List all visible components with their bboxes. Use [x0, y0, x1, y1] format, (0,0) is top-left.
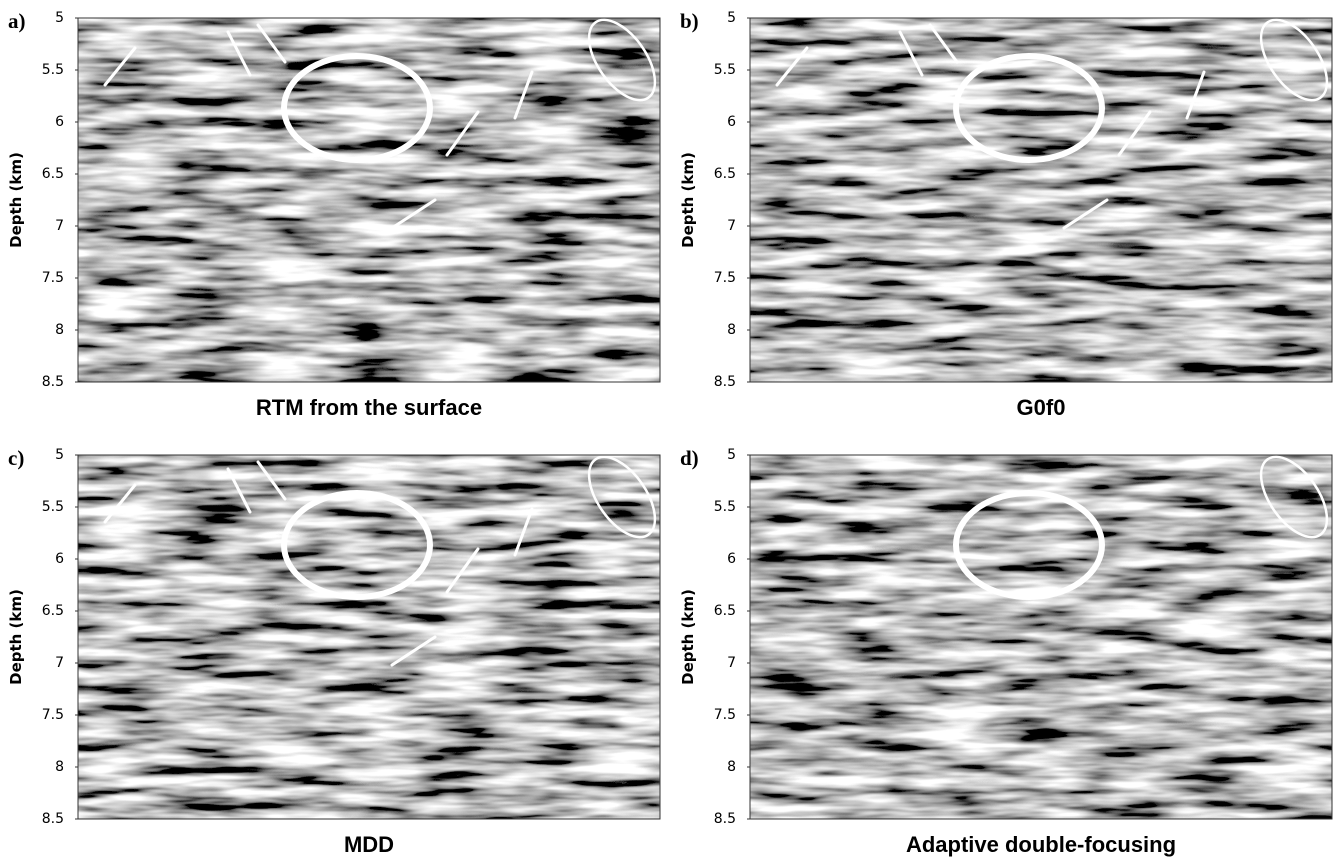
y-axis-label: Depth (km)	[679, 152, 697, 248]
y-tick-label: 8	[55, 322, 64, 338]
panel-label: a)	[8, 9, 26, 33]
annotation-dash	[390, 198, 437, 230]
y-tick-label: 7	[727, 218, 736, 234]
highlight-ellipse	[281, 490, 433, 600]
highlight-ellipse	[953, 490, 1105, 600]
y-tick-label: 8	[727, 759, 736, 775]
annotation-dash	[390, 635, 437, 667]
y-tick-label: 7.5	[42, 270, 64, 286]
y-tick-label: 6.5	[714, 603, 736, 619]
y-tick-label: 6.5	[714, 166, 736, 182]
y-tick-label: 5.5	[42, 62, 64, 78]
y-axis-label: Depth (km)	[7, 152, 25, 248]
panel-caption: MDD	[344, 832, 394, 857]
y-tick-label: 6	[727, 114, 736, 130]
y-tick-label: 5.5	[714, 62, 736, 78]
seismic-image	[78, 18, 660, 382]
y-tick-label: 5	[727, 10, 736, 26]
annotation-dash	[445, 547, 480, 594]
highlight-ellipse	[953, 53, 1105, 163]
annotation-dash	[103, 483, 137, 524]
image-frame	[77, 17, 661, 383]
image-frame	[749, 454, 1333, 820]
annotation-dash	[256, 23, 287, 64]
annotation-dash	[928, 23, 959, 64]
panel-label: b)	[680, 9, 699, 33]
annotation-dash	[898, 30, 924, 77]
annotation-dash	[1185, 70, 1206, 120]
y-tick-label: 6	[55, 114, 64, 130]
seismic-image	[750, 18, 1332, 382]
y-tick-label: 8.5	[42, 811, 64, 827]
annotation-dash	[513, 70, 534, 120]
y-tick-label: 7.5	[42, 707, 64, 723]
y-tick-label: 5	[727, 447, 736, 463]
y-tick-label: 5.5	[42, 499, 64, 515]
y-tick-label: 5.5	[714, 499, 736, 515]
annotation-dash	[1117, 110, 1152, 157]
highlight-ellipse	[1259, 455, 1329, 539]
y-tick-label: 8.5	[42, 374, 64, 390]
y-tick-label: 5	[55, 10, 64, 26]
panel-label: d)	[680, 446, 699, 470]
y-tick-label: 7	[55, 655, 64, 671]
panel-caption: RTM from the surface	[256, 395, 482, 420]
panel-caption: G0f0	[1017, 395, 1066, 420]
y-axis-label: Depth (km)	[7, 589, 25, 685]
annotation-dash	[445, 110, 480, 157]
y-tick-label: 8	[55, 759, 64, 775]
y-tick-label: 7.5	[714, 270, 736, 286]
annotation-dash	[1062, 198, 1109, 230]
annotation-dash	[103, 46, 137, 87]
y-tick-label: 5	[55, 447, 64, 463]
annotation-dash	[513, 507, 534, 557]
y-tick-label: 8.5	[714, 811, 736, 827]
annotation-dash	[226, 30, 252, 77]
y-tick-label: 7.5	[714, 707, 736, 723]
image-frame	[749, 17, 1333, 383]
y-tick-label: 6.5	[42, 166, 64, 182]
highlight-ellipse	[587, 18, 657, 102]
y-tick-label: 7	[727, 655, 736, 671]
y-tick-label: 6	[55, 551, 64, 567]
panel-label: c)	[8, 446, 24, 470]
seismic-image	[78, 455, 660, 819]
y-tick-label: 6	[727, 551, 736, 567]
annotation-dash	[256, 460, 287, 501]
highlight-ellipse	[281, 53, 433, 163]
seismic-image	[750, 455, 1332, 819]
highlight-ellipse	[587, 455, 657, 539]
y-tick-label: 7	[55, 218, 64, 234]
y-tick-label: 8	[727, 322, 736, 338]
y-tick-label: 8.5	[714, 374, 736, 390]
annotation-dash	[775, 46, 809, 87]
annotation-dash	[226, 467, 252, 514]
y-axis-label: Depth (km)	[679, 589, 697, 685]
panel-caption: Adaptive double-focusing	[906, 832, 1176, 857]
highlight-ellipse	[1259, 18, 1329, 102]
image-frame	[77, 454, 661, 820]
y-tick-label: 6.5	[42, 603, 64, 619]
